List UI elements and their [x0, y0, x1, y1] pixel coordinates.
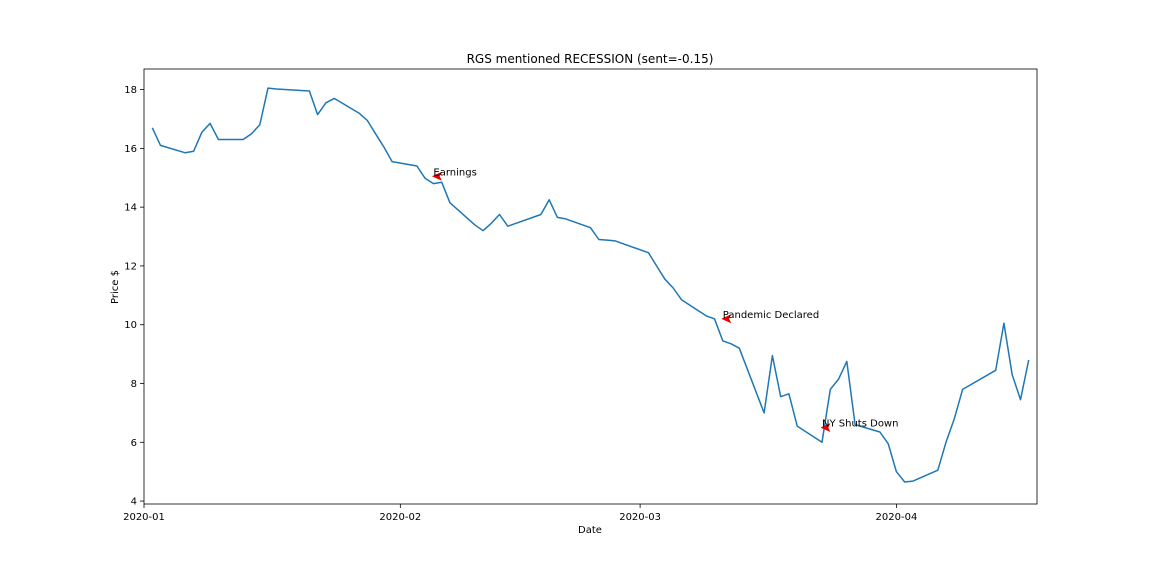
y-tick-label: 14 — [124, 203, 137, 214]
annotation-label: Earnings — [433, 167, 476, 178]
y-tick-label: 4 — [131, 497, 137, 508]
x-tick-label: 2020-04 — [876, 512, 918, 523]
annotation-arrow — [431, 171, 442, 181]
x-axis-label: Date — [578, 525, 602, 536]
annotation-0: Earnings — [431, 167, 477, 181]
y-tick-label: 18 — [124, 85, 137, 96]
y-tick-label: 6 — [131, 438, 137, 449]
price-line-series-0 — [151, 87, 1030, 483]
y-tick-label: 8 — [131, 379, 137, 390]
annotation-arrow — [820, 423, 831, 433]
y-axis-label: Price $ — [110, 270, 121, 304]
y-tick-label: 12 — [124, 261, 137, 272]
annotation-label: NY Shuts Down — [822, 419, 898, 430]
x-tick-label: 2020-03 — [619, 512, 661, 523]
annotation-2: NY Shuts Down — [820, 419, 898, 433]
y-tick-label: 16 — [124, 144, 137, 155]
annotation-1: Pandemic Declared — [721, 310, 819, 324]
plot-area — [151, 87, 1030, 483]
axes-frame — [143, 68, 1038, 505]
chart-title: RGS mentioned RECESSION (sent=-0.15) — [467, 52, 714, 66]
x-tick-label: 2020-01 — [123, 512, 165, 523]
x-tick-label: 2020-02 — [379, 512, 421, 523]
annotation-label: Pandemic Declared — [723, 310, 819, 321]
annotation-arrow — [721, 314, 732, 324]
y-tick-label: 10 — [124, 320, 137, 331]
